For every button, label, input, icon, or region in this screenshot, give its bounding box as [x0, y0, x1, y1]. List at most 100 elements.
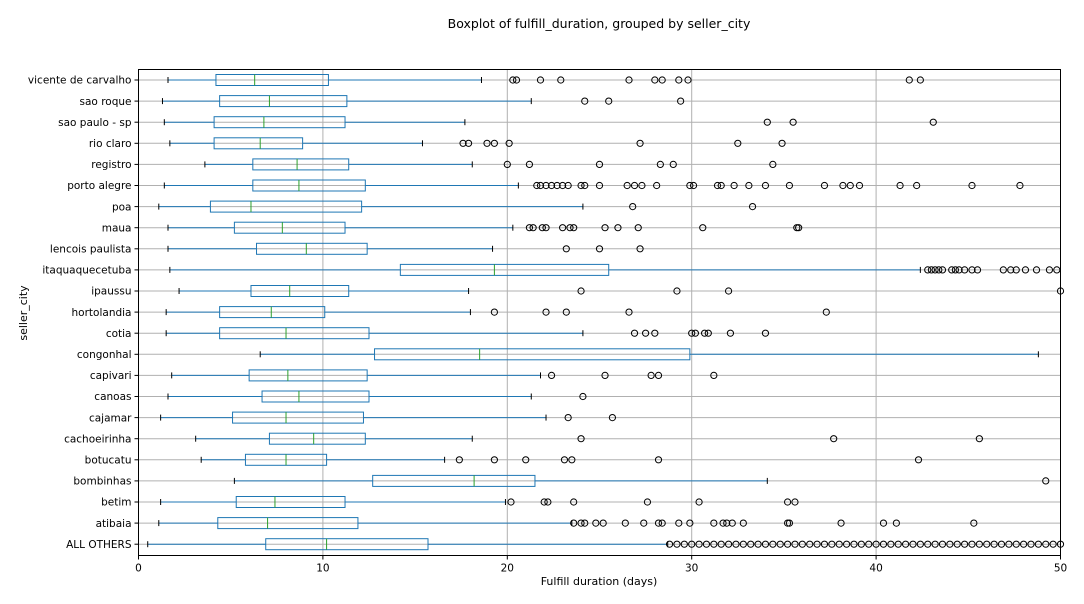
outlier-point [909, 540, 917, 548]
outlier-point [929, 118, 937, 126]
outlier-point [570, 519, 578, 527]
y-tick-label: cotia [106, 328, 132, 340]
y-tick-label: sao roque [80, 96, 132, 108]
outlier-point [830, 435, 838, 443]
iqr-box [252, 179, 366, 192]
outlier-point [916, 540, 924, 548]
outlier-point [842, 540, 851, 548]
outlier-point [505, 139, 513, 147]
y-tick-label: lencois paulista [50, 244, 132, 256]
iqr-box [248, 369, 368, 382]
box-botucatu [200, 453, 446, 466]
outlier-point [1049, 540, 1057, 548]
outlier-point [564, 181, 572, 190]
y-tick-label: poa [112, 201, 132, 213]
y-tick-label: betim [101, 497, 131, 509]
outlier-point [748, 203, 757, 211]
outlier-point [927, 266, 936, 274]
outlier-point [785, 181, 794, 190]
outlier-point [490, 456, 498, 464]
outlier-point [621, 519, 629, 527]
outlier-point [542, 224, 550, 232]
outlier-point [629, 203, 637, 211]
iqr-box [261, 390, 370, 403]
outlier-point [968, 181, 976, 190]
iqr-box [256, 242, 368, 255]
outlier-point [724, 287, 733, 295]
iqr-box [374, 348, 691, 361]
outlier-point [592, 519, 600, 527]
outlier-point [623, 181, 631, 190]
iqr-box [265, 538, 429, 551]
outlier-point [789, 118, 797, 126]
outlier-point [525, 224, 534, 232]
plot-frame [138, 69, 1061, 556]
outlier-point [647, 371, 655, 379]
outlier-point [614, 224, 622, 232]
y-tick-label: itaquaquecetuba [42, 265, 131, 277]
outlier-point [931, 266, 939, 274]
y-tick-label: congonhal [77, 349, 132, 361]
outlier-point [914, 456, 923, 464]
outlier-point [559, 181, 567, 190]
outlier-point [702, 540, 711, 548]
iqr-box [217, 517, 359, 530]
outlier-point [699, 224, 707, 232]
x-tick-label: 40 [869, 563, 882, 575]
box-atibaia [158, 517, 573, 530]
outlier-point [951, 266, 959, 274]
y-tick-label: ipaussu [91, 286, 131, 298]
outlier-point [577, 435, 585, 443]
outlier-point [577, 519, 585, 527]
outlier-point [791, 498, 799, 506]
outlier-point [675, 519, 683, 527]
outlier-point [1045, 266, 1054, 274]
outlier-point [734, 139, 742, 147]
outlier-point [553, 181, 561, 190]
box-maua [167, 221, 514, 234]
outlier-point [1034, 540, 1042, 548]
outlier-point [688, 540, 696, 548]
x-tick-label: 20 [501, 563, 514, 575]
outlier-point [719, 519, 727, 527]
iqr-box [219, 327, 370, 340]
outlier-point [931, 540, 939, 548]
outlier-point [855, 181, 864, 190]
outlier-point [968, 540, 976, 548]
axes-layer: 0 10 20 30 40 50 vicente de carvalho sao roque s… [28, 75, 1067, 575]
outlier-point [924, 266, 932, 274]
outlier-point [783, 498, 792, 506]
outlier-point [902, 540, 910, 548]
outlier-point [846, 181, 854, 190]
box-hortolandia [165, 306, 471, 319]
box-vicente-de-carvalho [167, 74, 482, 86]
y-tick-label: sao paulo - sp [58, 117, 132, 129]
iqr-box [233, 221, 346, 234]
outlier-point [1042, 540, 1050, 548]
outlier-point [894, 540, 902, 548]
iqr-box [399, 263, 610, 276]
outlier-point [1032, 266, 1041, 274]
outlier-point [1016, 181, 1024, 190]
box-sao-paulo-sp [163, 116, 466, 129]
outlier-point [726, 329, 735, 337]
outlier-point [754, 540, 762, 548]
outlier-point [630, 329, 639, 337]
outlier-point [717, 181, 725, 190]
outlier-point [542, 181, 550, 190]
outlier-point [785, 519, 794, 527]
outlier-point [865, 540, 873, 548]
outlier-point [636, 245, 644, 253]
outlier-point [1012, 266, 1020, 274]
outlier-point [710, 519, 718, 527]
outlier-point [560, 456, 569, 464]
outlier-point [739, 540, 747, 548]
outlier-point [970, 519, 978, 527]
y-tick-label: rio claro [89, 138, 132, 150]
outlier-point [701, 329, 709, 337]
outlier-point [557, 76, 565, 84]
outlier-point [896, 181, 904, 190]
y-tick-label: hortolandia [72, 307, 132, 319]
outlier-point [680, 540, 688, 548]
outlier-point [638, 181, 646, 190]
